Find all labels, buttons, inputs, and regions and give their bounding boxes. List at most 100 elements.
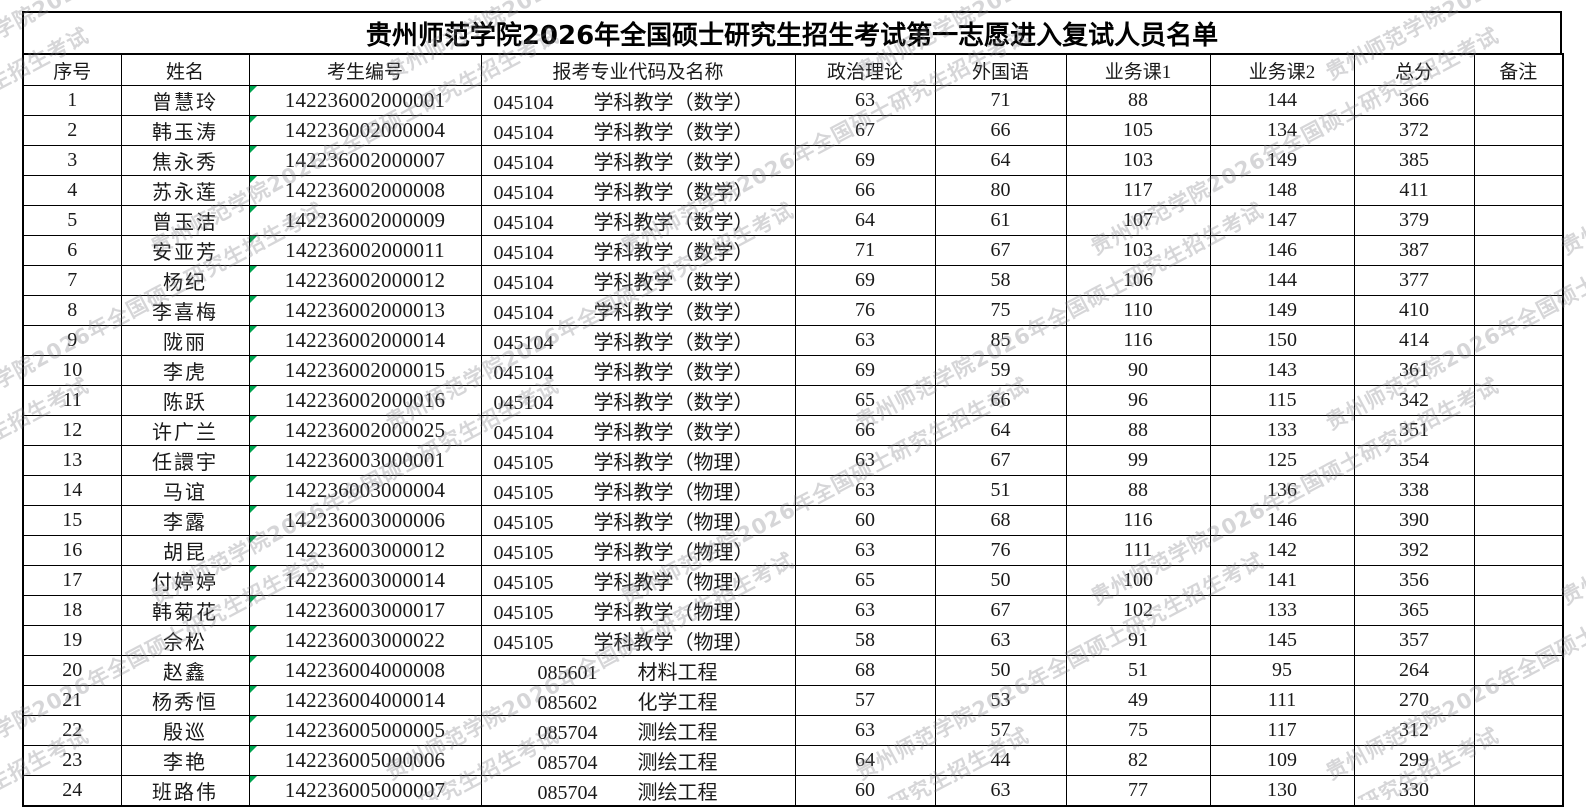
major-name: 学科教学（物理） [593, 452, 754, 474]
cell-foreign-language-score: 64 [934, 145, 1067, 176]
cell-exam-number: 142236003000014 [248, 565, 482, 596]
cell-foreign-language-score: 68 [934, 505, 1067, 536]
cell-foreign-language-score: 71 [934, 85, 1067, 116]
major-code: 045105 [493, 632, 554, 654]
cell-exam-number: 142236003000022 [248, 625, 482, 656]
cell-foreign-language-score: 67 [934, 235, 1067, 266]
cell-politics-score: 60 [794, 505, 936, 536]
cell-politics-score: 76 [794, 295, 936, 326]
major-name: 测绘工程 [637, 722, 718, 744]
cell-total-score: 354 [1353, 445, 1475, 476]
cell-name: 佘松 [120, 625, 250, 656]
cell-exam-number: 142236003000001 [248, 445, 482, 476]
cell-foreign-language-score: 59 [934, 355, 1067, 386]
cell-exam-number: 142236003000006 [248, 505, 482, 536]
cell-remark [1473, 775, 1564, 807]
cell-subject-2-score: 149 [1209, 145, 1355, 176]
cell-exam-number: 142236005000006 [248, 745, 482, 776]
cell-total-score: 414 [1353, 325, 1475, 356]
cell-politics-score: 60 [794, 775, 936, 807]
cell-politics-score: 69 [794, 355, 936, 386]
table-row: 12 许广兰 142236002000025 045104 学科教学（数学） 66 64 88… [22, 415, 1564, 446]
cell-exam-number: 142236004000008 [248, 655, 482, 686]
cell-subject-2-score: 125 [1209, 445, 1355, 476]
cell-remark [1473, 715, 1564, 746]
cell-foreign-language-score: 80 [934, 175, 1067, 206]
cell-subject-2-score: 115 [1209, 385, 1355, 416]
cell-major: 045104 学科教学（数学） [480, 175, 796, 206]
cell-name: 陈跃 [120, 385, 250, 416]
cell-exam-number: 142236002000016 [248, 385, 482, 416]
cell-total-score: 390 [1353, 505, 1475, 536]
cell-major: 045104 学科教学（数学） [480, 355, 796, 386]
cell-name: 赵鑫 [120, 655, 250, 686]
cell-name: 杨秀恒 [120, 685, 250, 716]
major-code: 045104 [493, 122, 554, 144]
cell-foreign-language-score: 63 [934, 775, 1067, 807]
major-code: 045104 [493, 302, 554, 324]
cell-remark [1473, 115, 1564, 146]
major-name: 学科教学（数学） [593, 212, 754, 234]
major-code: 045104 [493, 212, 554, 234]
cell-remark [1473, 415, 1564, 446]
cell-subject-1-score: 96 [1065, 385, 1211, 416]
col-header-foreign-language: 外国语 [934, 53, 1067, 86]
cell-exam-number: 142236002000004 [248, 115, 482, 146]
cell-foreign-language-score: 61 [934, 205, 1067, 236]
cell-name: 焦永秀 [120, 145, 250, 176]
table-row: 5 曾玉洁 142236002000009 045104 学科教学（数学） 64 61 107… [22, 205, 1564, 236]
cell-seq: 11 [22, 385, 122, 416]
cell-total-score: 312 [1353, 715, 1475, 746]
cell-exam-number: 142236003000017 [248, 595, 482, 626]
cell-exam-number: 142236002000009 [248, 205, 482, 236]
cell-subject-2-score: 111 [1209, 685, 1355, 716]
col-header-total: 总分 [1353, 53, 1475, 86]
cell-seq: 22 [22, 715, 122, 746]
cell-remark [1473, 355, 1564, 386]
major-name: 学科教学（物理） [593, 512, 754, 534]
cell-foreign-language-score: 50 [934, 655, 1067, 686]
major-code: 085704 [537, 782, 598, 804]
col-header-seq: 序号 [22, 53, 122, 86]
major-name: 学科教学（物理） [593, 572, 754, 594]
cell-total-score: 351 [1353, 415, 1475, 446]
cell-total-score: 264 [1353, 655, 1475, 686]
cell-exam-number: 142236004000014 [248, 685, 482, 716]
major-code: 045104 [493, 242, 554, 264]
major-name: 学科教学（物理） [593, 482, 754, 504]
cell-total-score: 365 [1353, 595, 1475, 626]
cell-total-score: 357 [1353, 625, 1475, 656]
major-code: 045104 [493, 272, 554, 294]
cell-major: 045104 学科教学（数学） [480, 265, 796, 296]
cell-exam-number: 142236005000007 [248, 775, 482, 807]
cell-major: 045104 学科教学（数学） [480, 235, 796, 266]
cell-seq: 19 [22, 625, 122, 656]
cell-exam-number: 142236002000012 [248, 265, 482, 296]
cell-name: 胡昆 [120, 535, 250, 566]
cell-remark [1473, 385, 1564, 416]
cell-politics-score: 66 [794, 415, 936, 446]
table-row: 19 佘松 142236003000022 045105 学科教学（物理） 58 63 91 1… [22, 625, 1564, 656]
cell-foreign-language-score: 58 [934, 265, 1067, 296]
major-code: 085704 [537, 752, 598, 774]
cell-seq: 4 [22, 175, 122, 206]
major-name: 学科教学（数学） [593, 332, 754, 354]
cell-seq: 24 [22, 775, 122, 807]
major-name: 学科教学（数学） [593, 122, 754, 144]
cell-subject-2-score: 142 [1209, 535, 1355, 566]
cell-exam-number: 142236002000008 [248, 175, 482, 206]
cell-name: 陇丽 [120, 325, 250, 356]
cell-name: 殷巡 [120, 715, 250, 746]
table-row: 6 安亚芳 142236002000011 045104 学科教学（数学） 71 67 103… [22, 235, 1564, 266]
cell-foreign-language-score: 85 [934, 325, 1067, 356]
cell-major: 045104 学科教学（数学） [480, 385, 796, 416]
cell-seq: 10 [22, 355, 122, 386]
col-header-name: 姓名 [120, 53, 250, 86]
major-code: 045105 [493, 572, 554, 594]
cell-major: 045104 学科教学（数学） [480, 325, 796, 356]
cell-politics-score: 58 [794, 625, 936, 656]
cell-foreign-language-score: 53 [934, 685, 1067, 716]
cell-subject-1-score: 88 [1065, 475, 1211, 506]
cell-major: 085601 材料工程 [480, 655, 796, 686]
